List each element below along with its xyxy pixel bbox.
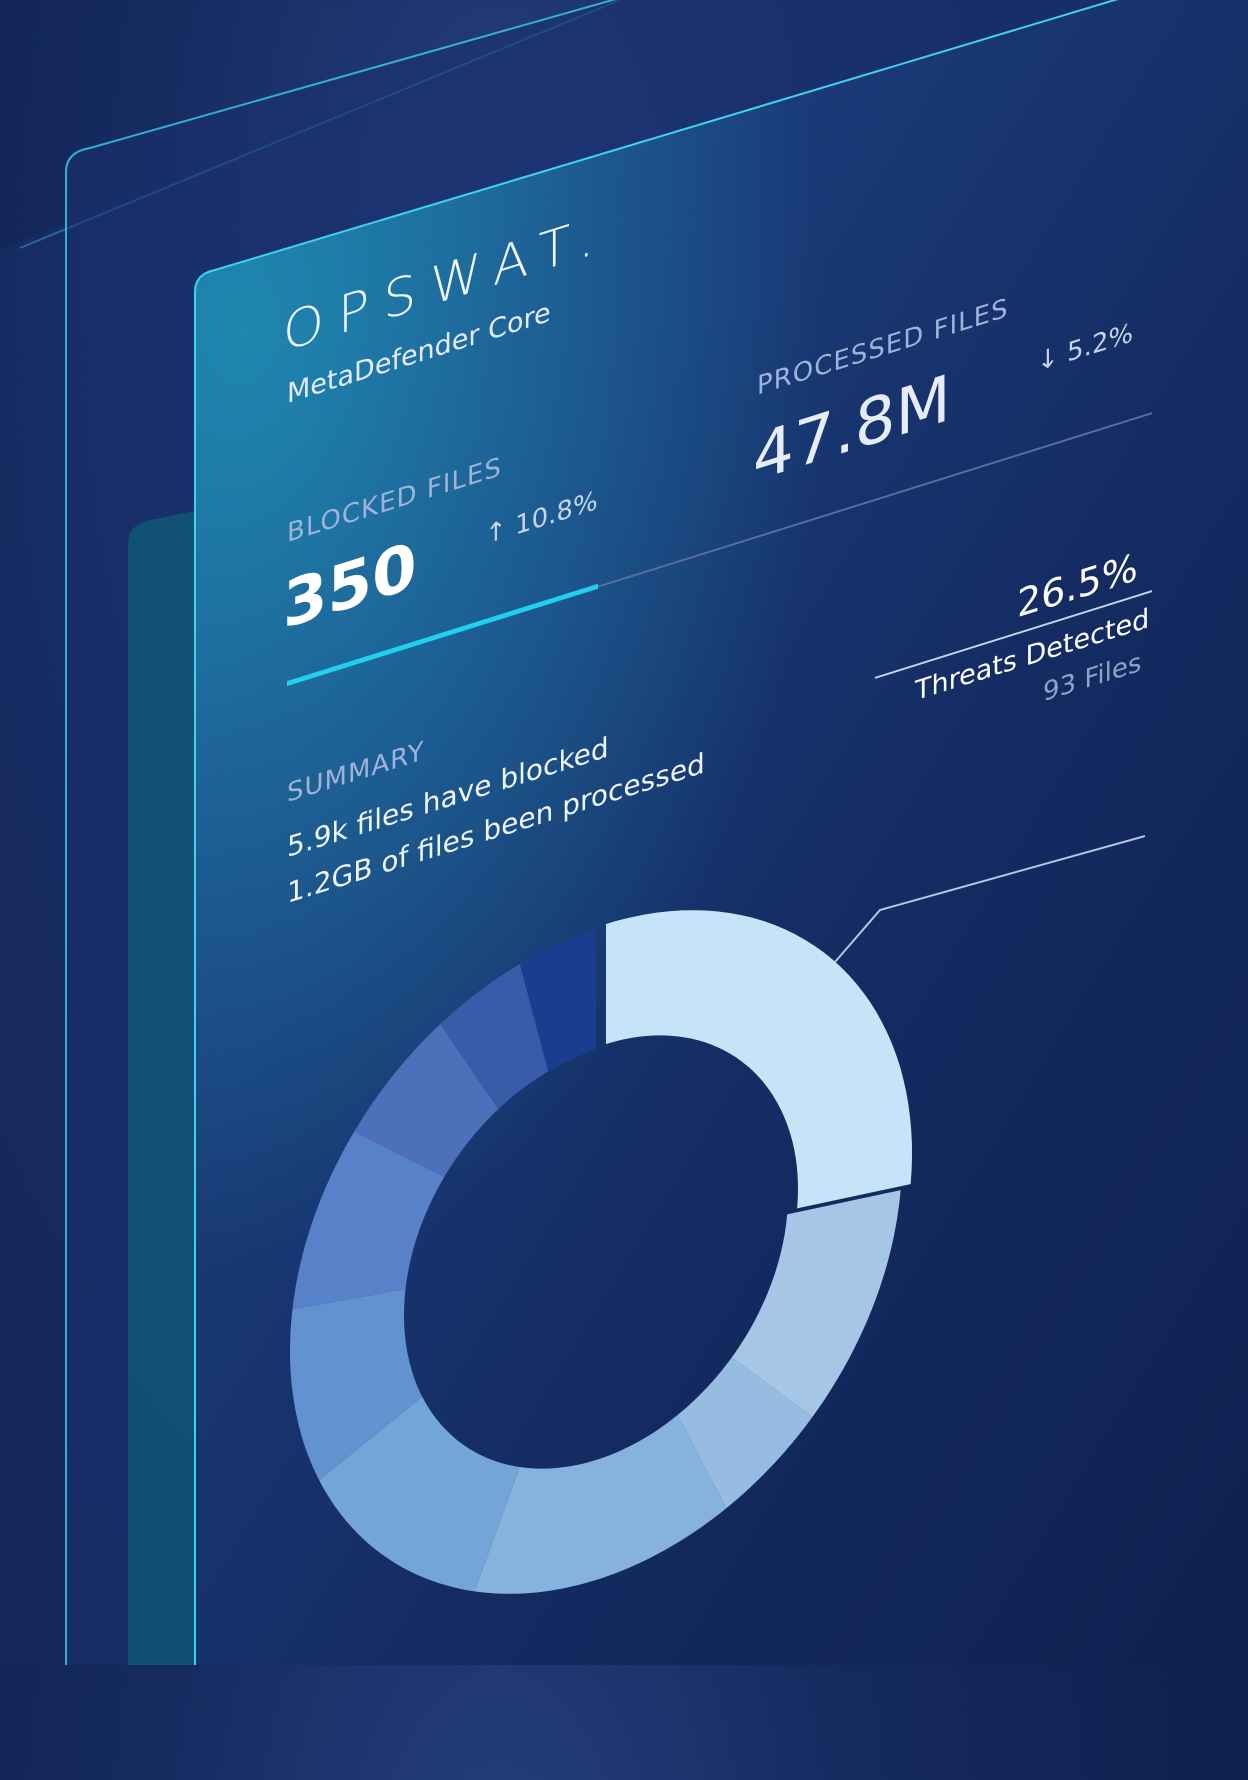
donut-slice-2 <box>731 1190 901 1417</box>
threat-donut-chart <box>290 835 1146 1594</box>
donut-slice-4 <box>474 1414 727 1594</box>
donut-slice-7 <box>292 1131 445 1310</box>
donut-slice-8 <box>354 1024 499 1177</box>
donut-slice-10 <box>519 930 596 1072</box>
donut-slice-1 <box>606 910 912 1209</box>
donut-slice-3 <box>677 1357 813 1509</box>
callout-leader-line <box>834 835 1146 963</box>
donut-slice-6 <box>290 1289 423 1481</box>
donut-slice-9 <box>440 964 549 1110</box>
donut-slice-5 <box>319 1396 520 1592</box>
